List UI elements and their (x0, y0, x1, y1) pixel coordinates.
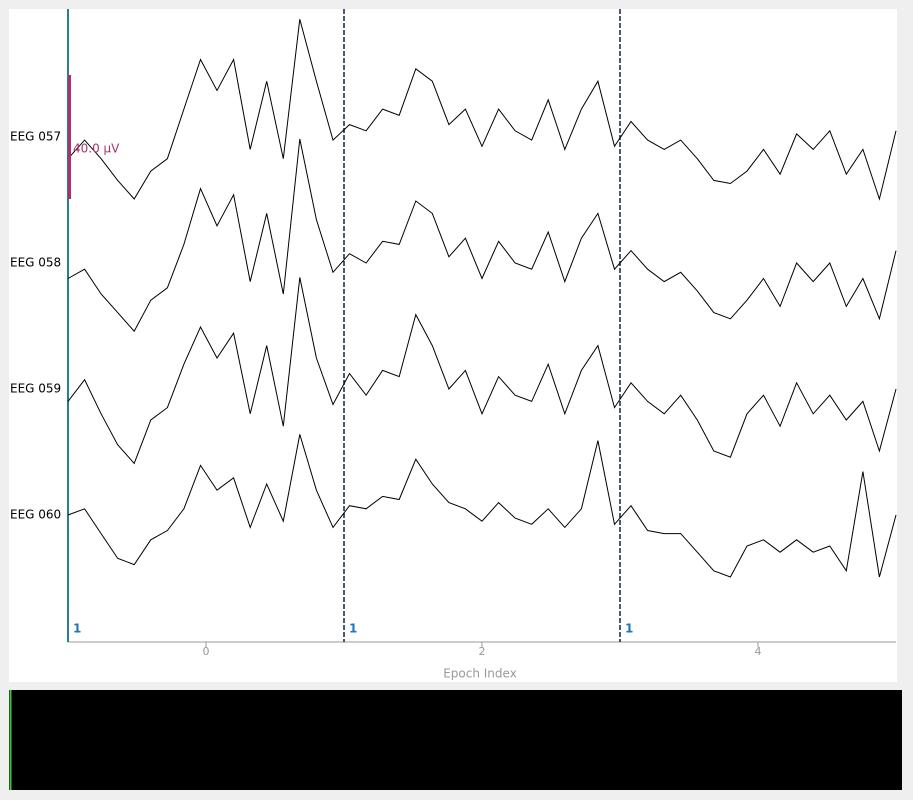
x-tick-label: 2 (479, 645, 486, 658)
channel-label: EEG 058 (10, 256, 61, 270)
scale-bar-label: 40.0 µV (73, 142, 120, 156)
plot-background (9, 9, 897, 682)
channel-label: EEG 059 (10, 382, 61, 396)
x-axis-label: Epoch Index (443, 667, 517, 681)
x-tick-label: 0 (203, 645, 210, 658)
eeg-trace (67, 277, 897, 465)
channel-label: EEG 057 (10, 130, 61, 144)
epoch-label: 1 (349, 622, 357, 636)
eeg-trace (67, 434, 897, 578)
eeg-trace (67, 19, 897, 201)
channel-label: EEG 060 (10, 508, 61, 522)
epoch-label: 1 (73, 622, 81, 636)
x-tick-label: 4 (755, 645, 762, 658)
overview-bar[interactable] (9, 690, 902, 790)
epoch-label: 1 (625, 622, 633, 636)
eeg-trace (67, 138, 897, 333)
